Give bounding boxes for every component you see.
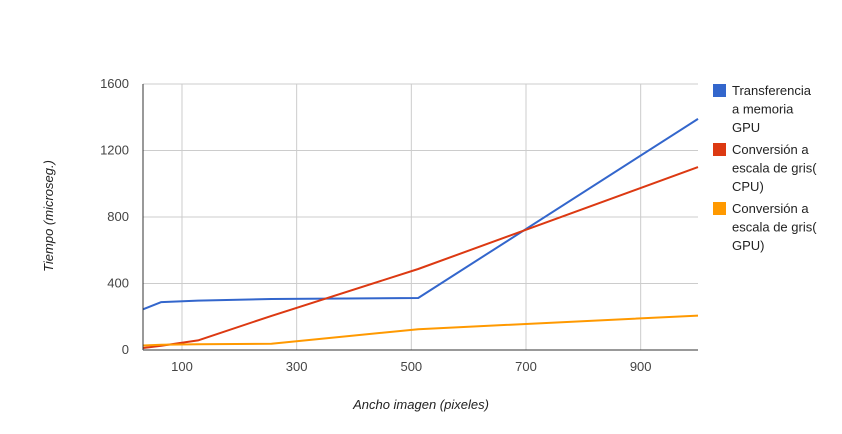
- x-tick-label: 900: [630, 359, 652, 374]
- chart-axes: [142, 84, 698, 351]
- legend-label: Conversión a: [732, 142, 809, 157]
- y-tick-label: 800: [107, 209, 129, 224]
- legend-swatch: [713, 202, 726, 215]
- legend-item-1: Transferencia a memoria GPU: [713, 83, 812, 135]
- x-tick-label: 100: [171, 359, 193, 374]
- y-tick-label: 1600: [100, 76, 129, 91]
- legend-label: escala de gris(: [732, 161, 817, 176]
- series-line-2: [142, 166, 699, 349]
- series-line-3: [142, 314, 699, 347]
- x-axis-title: Ancho imagen (pixeles): [352, 397, 489, 412]
- x-tick-label: 700: [515, 359, 537, 374]
- legend-swatch: [713, 84, 726, 97]
- legend-label: CPU): [732, 179, 764, 194]
- y-tick-label: 0: [122, 342, 129, 357]
- legend-swatch: [713, 143, 726, 156]
- chart-tick-labels: 0 400 800 1200 1600 100 300 500 700 900: [100, 76, 651, 374]
- y-axis-title: Tiempo (microseg.): [41, 160, 56, 272]
- legend-label: GPU): [732, 238, 765, 253]
- legend-item-3: Conversión a escala de gris( GPU): [713, 201, 817, 253]
- legend-label: a memoria: [732, 102, 794, 117]
- chart-gridlines: [143, 83, 698, 350]
- y-tick-label: 400: [107, 276, 129, 291]
- legend-label: Conversión a: [732, 201, 809, 216]
- legend-label: Transferencia: [732, 83, 812, 98]
- chart-legend: Transferencia a memoria GPU Conversión a esc…: [713, 83, 817, 253]
- chart-series: [142, 118, 699, 349]
- y-tick-label: 1200: [100, 143, 129, 158]
- x-tick-label: 500: [400, 359, 422, 374]
- series-line-1: [142, 118, 699, 311]
- legend-item-2: Conversión a escala de gris( CPU): [713, 142, 817, 194]
- x-tick-label: 300: [286, 359, 308, 374]
- legend-label: escala de gris(: [732, 220, 817, 235]
- legend-label: GPU: [732, 120, 760, 135]
